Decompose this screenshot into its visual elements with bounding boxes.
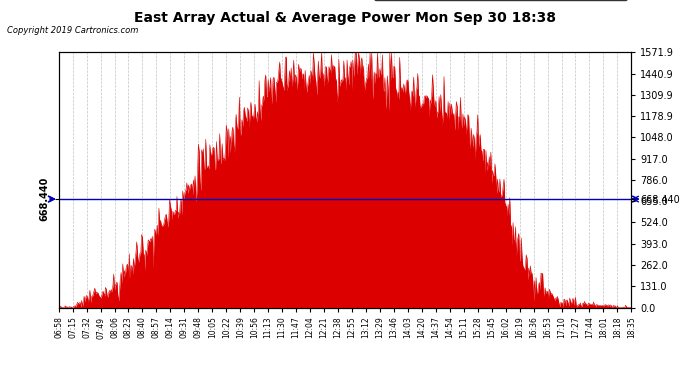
Text: East Array Actual & Average Power Mon Sep 30 18:38: East Array Actual & Average Power Mon Se… bbox=[134, 11, 556, 25]
Text: Copyright 2019 Cartronics.com: Copyright 2019 Cartronics.com bbox=[7, 26, 138, 35]
